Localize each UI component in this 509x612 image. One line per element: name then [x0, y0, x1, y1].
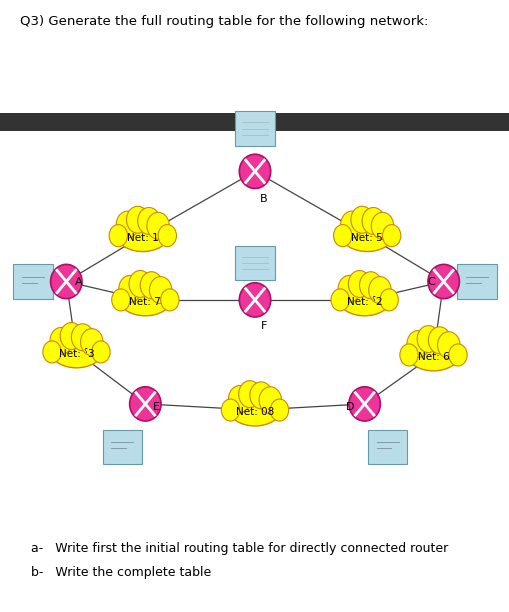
Circle shape — [109, 225, 127, 247]
Ellipse shape — [239, 154, 270, 188]
Circle shape — [333, 225, 351, 247]
Circle shape — [129, 271, 151, 297]
Ellipse shape — [51, 336, 102, 368]
Text: Net: ˁ3: Net: ˁ3 — [59, 349, 94, 359]
Circle shape — [359, 272, 381, 299]
Circle shape — [379, 289, 398, 311]
Text: b-   Write the complete table: b- Write the complete table — [31, 566, 210, 579]
Circle shape — [92, 341, 110, 363]
Ellipse shape — [120, 284, 171, 316]
Circle shape — [238, 381, 261, 408]
Circle shape — [158, 225, 176, 247]
Text: A: A — [75, 277, 82, 286]
Ellipse shape — [117, 220, 168, 252]
Ellipse shape — [427, 264, 459, 299]
Ellipse shape — [341, 220, 392, 252]
FancyBboxPatch shape — [235, 111, 274, 146]
Ellipse shape — [129, 387, 161, 421]
Circle shape — [361, 207, 384, 234]
Circle shape — [406, 330, 429, 357]
Text: a-   Write first the initial routing table for directly connected router: a- Write first the initial routing table… — [31, 542, 447, 554]
FancyBboxPatch shape — [13, 264, 53, 299]
Text: Net: 5: Net: 5 — [351, 233, 382, 243]
Text: C: C — [426, 277, 434, 286]
FancyBboxPatch shape — [235, 246, 274, 280]
Text: Net: ˁ2: Net: ˁ2 — [346, 297, 382, 307]
Circle shape — [249, 382, 272, 409]
Text: D: D — [346, 402, 354, 412]
Circle shape — [340, 211, 362, 238]
Ellipse shape — [50, 264, 82, 299]
Circle shape — [140, 272, 162, 299]
Circle shape — [416, 326, 439, 353]
FancyBboxPatch shape — [102, 430, 142, 464]
Circle shape — [428, 327, 450, 354]
Text: B: B — [260, 194, 267, 204]
Text: Net: 1: Net: 1 — [127, 233, 158, 243]
Circle shape — [382, 225, 400, 247]
Text: Net: 7: Net: 7 — [129, 297, 161, 307]
Circle shape — [50, 327, 72, 354]
Circle shape — [147, 212, 169, 239]
Circle shape — [437, 332, 459, 359]
Circle shape — [221, 399, 239, 421]
Ellipse shape — [407, 339, 458, 371]
Circle shape — [43, 341, 61, 363]
Circle shape — [350, 206, 373, 233]
Text: F: F — [261, 321, 267, 330]
Ellipse shape — [338, 284, 389, 316]
Ellipse shape — [348, 387, 380, 421]
Circle shape — [60, 323, 82, 349]
Circle shape — [259, 387, 281, 414]
Circle shape — [270, 399, 288, 421]
Circle shape — [448, 344, 466, 366]
Circle shape — [160, 289, 179, 311]
Circle shape — [399, 344, 417, 366]
Circle shape — [80, 329, 103, 356]
Circle shape — [348, 271, 370, 297]
Circle shape — [228, 386, 250, 412]
Circle shape — [126, 206, 149, 233]
Circle shape — [149, 277, 172, 304]
Ellipse shape — [229, 394, 280, 426]
Circle shape — [368, 277, 390, 304]
Circle shape — [337, 275, 360, 302]
Circle shape — [71, 324, 94, 351]
Text: Net: 6: Net: 6 — [417, 353, 448, 362]
FancyBboxPatch shape — [456, 264, 496, 299]
Circle shape — [116, 211, 138, 238]
Text: Q3) Generate the full routing table for the following network:: Q3) Generate the full routing table for … — [20, 15, 428, 28]
Text: E: E — [153, 402, 160, 412]
Ellipse shape — [239, 283, 270, 317]
Bar — [0, 113, 509, 131]
Circle shape — [137, 207, 160, 234]
Circle shape — [119, 275, 141, 302]
Circle shape — [371, 212, 393, 239]
FancyBboxPatch shape — [367, 430, 407, 464]
Text: Net: 08: Net: 08 — [235, 408, 274, 417]
Circle shape — [111, 289, 130, 311]
Circle shape — [330, 289, 349, 311]
